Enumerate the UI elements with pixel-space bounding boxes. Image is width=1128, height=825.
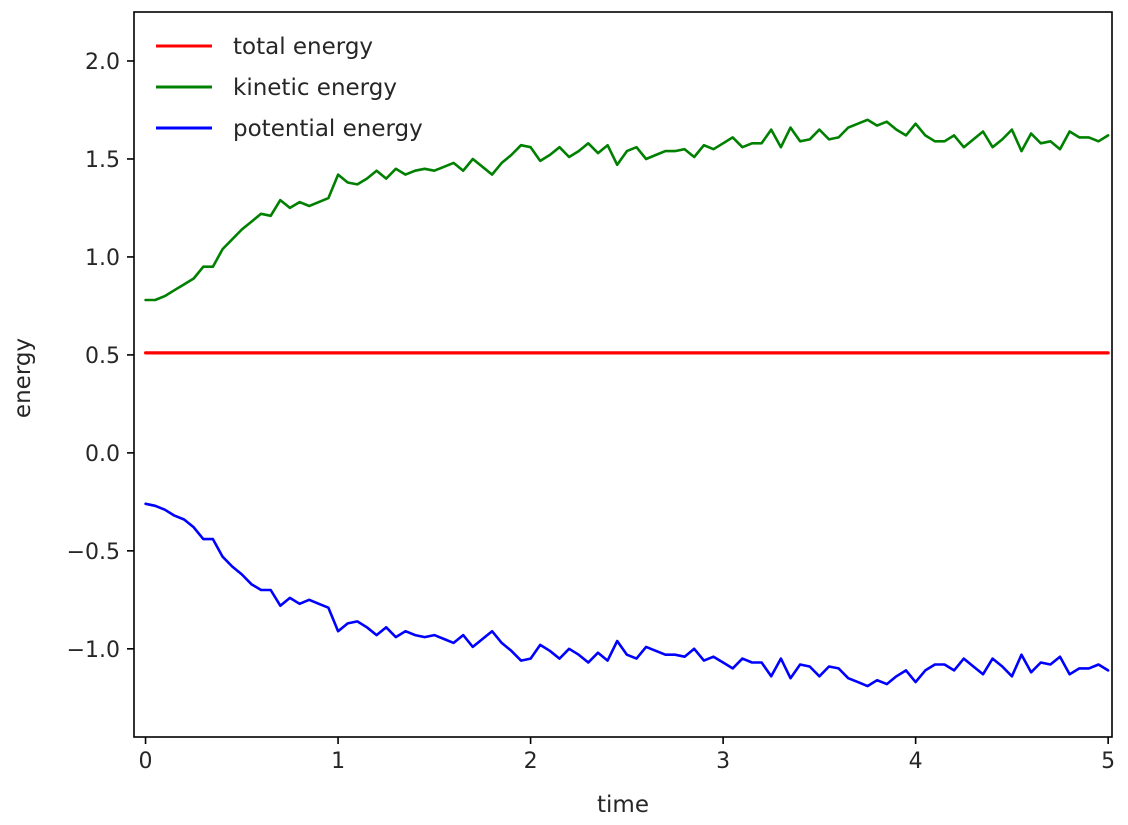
legend-label-total-energy: total energy	[233, 34, 373, 60]
series-line-potential-energy	[144, 502, 1110, 688]
y-tick-label: 0.5	[85, 344, 120, 369]
x-tick-label: 0	[139, 749, 153, 774]
x-tick-label: 2	[524, 749, 538, 774]
y-tick-label: −1.0	[67, 638, 120, 663]
plot-frame	[133, 11, 1113, 738]
legend-label-kinetic-energy: kinetic energy	[233, 75, 397, 101]
y-tick-label: 1.5	[85, 148, 120, 173]
series-layer	[144, 118, 1110, 688]
legend-label-potential-energy: potential energy	[233, 116, 423, 142]
tick-layer: 0 1 2 3 4 5 −1.0 −0.5 0.0 0.5 1.0 1.5 2.0	[67, 50, 1116, 774]
x-tick-label: 5	[1101, 749, 1115, 774]
y-tick-label: 1.0	[85, 246, 120, 271]
x-tick-label: 1	[331, 749, 345, 774]
y-tick-label: −0.5	[67, 540, 120, 565]
x-axis-label: time	[597, 792, 649, 818]
x-tick-label: 3	[716, 749, 730, 774]
series-line-kinetic-energy	[144, 118, 1110, 302]
y-tick-label: 0.0	[85, 442, 120, 467]
y-axis-label: energy	[10, 338, 36, 418]
legend: total energy kinetic energy potential ener…	[156, 34, 423, 142]
plot-area	[134, 12, 1112, 737]
y-tick-label: 2.0	[85, 50, 120, 75]
x-tick-label: 4	[909, 749, 923, 774]
